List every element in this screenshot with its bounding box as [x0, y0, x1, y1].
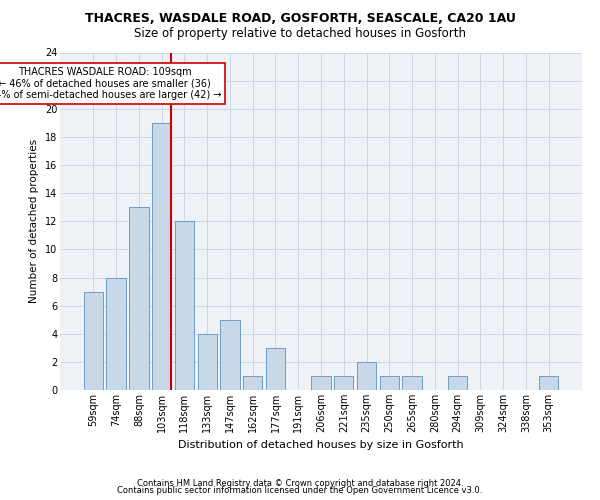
Bar [129, 207, 149, 390]
Bar [357, 362, 376, 390]
Bar [539, 376, 558, 390]
Bar [152, 123, 172, 390]
Bar [403, 376, 422, 390]
Text: THACRES, WASDALE ROAD, GOSFORTH, SEASCALE, CA20 1AU: THACRES, WASDALE ROAD, GOSFORTH, SEASCAL… [85, 12, 515, 26]
Y-axis label: Number of detached properties: Number of detached properties [29, 139, 39, 304]
Bar [175, 221, 194, 390]
Text: THACRES WASDALE ROAD: 109sqm
← 46% of detached houses are smaller (36)
54% of se: THACRES WASDALE ROAD: 109sqm ← 46% of de… [0, 66, 221, 100]
Text: Contains HM Land Registry data © Crown copyright and database right 2024.: Contains HM Land Registry data © Crown c… [137, 478, 463, 488]
Text: Size of property relative to detached houses in Gosforth: Size of property relative to detached ho… [134, 28, 466, 40]
X-axis label: Distribution of detached houses by size in Gosforth: Distribution of detached houses by size … [178, 440, 464, 450]
Bar [197, 334, 217, 390]
Bar [311, 376, 331, 390]
Bar [266, 348, 285, 390]
Bar [220, 320, 239, 390]
Bar [243, 376, 262, 390]
Text: Contains public sector information licensed under the Open Government Licence v3: Contains public sector information licen… [118, 486, 482, 495]
Bar [106, 278, 126, 390]
Bar [84, 292, 103, 390]
Bar [334, 376, 353, 390]
Bar [380, 376, 399, 390]
Bar [448, 376, 467, 390]
